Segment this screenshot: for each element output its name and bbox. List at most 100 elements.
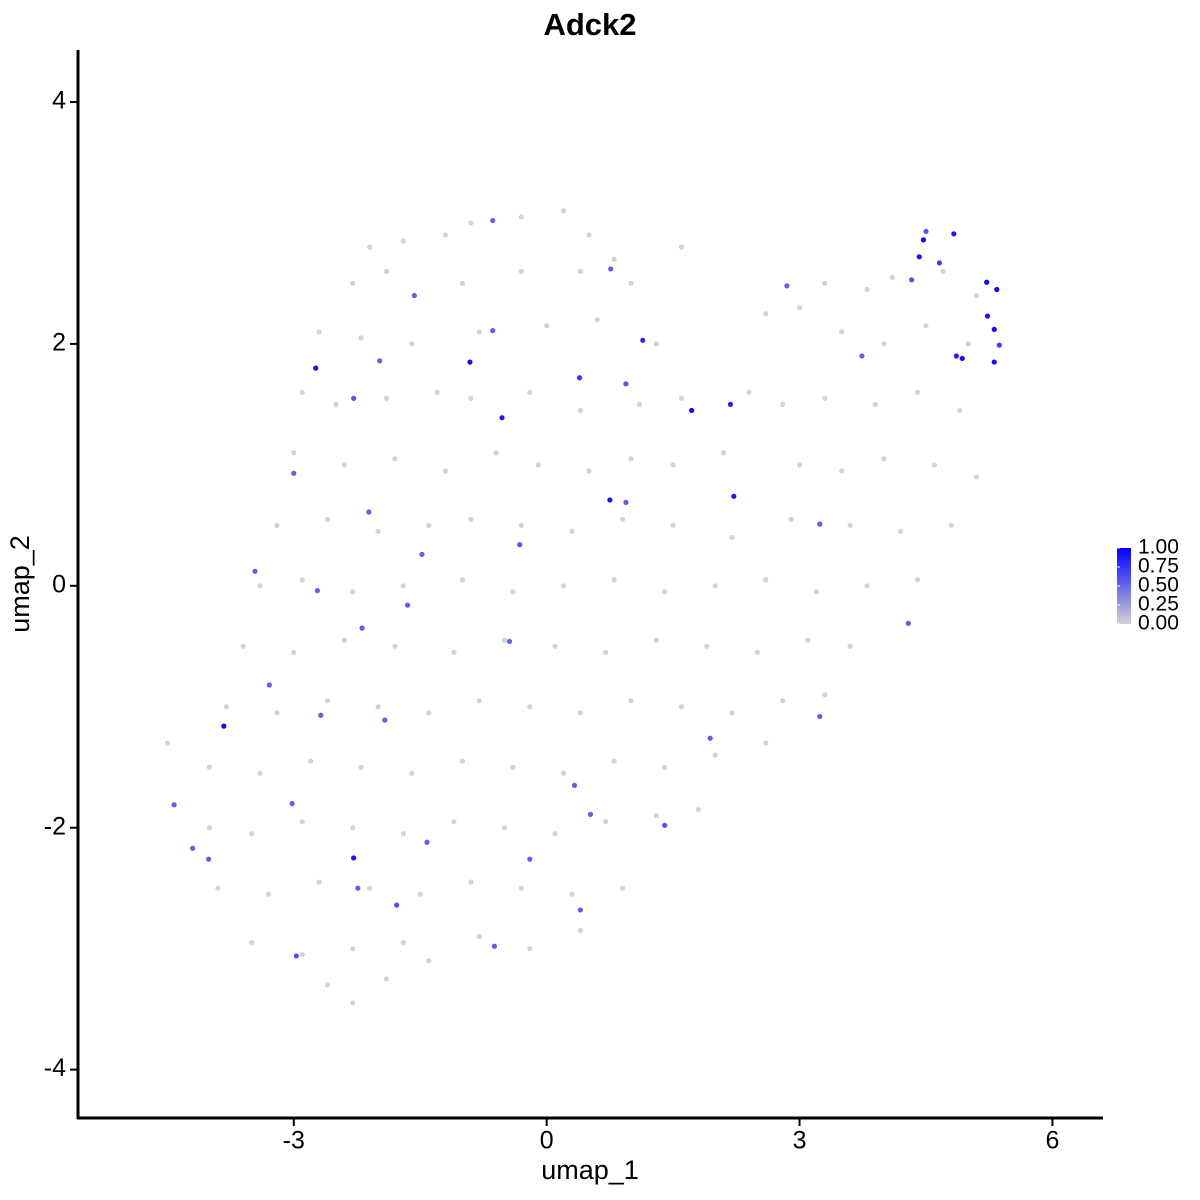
point [476,933,482,940]
point [535,462,541,468]
point [355,885,361,891]
point [442,232,449,238]
point [948,522,954,528]
point [704,643,710,649]
point [341,462,347,468]
point [394,902,400,908]
point [576,375,583,381]
point [822,692,828,698]
point [527,946,533,952]
point [662,589,668,595]
x-tick-label: 6 [1045,1127,1059,1155]
point [784,283,790,289]
point [291,649,297,655]
point [796,462,803,468]
point [350,280,356,287]
point [400,940,406,946]
point [653,637,659,643]
point [400,583,406,589]
point [468,516,474,522]
point [392,456,398,462]
point [881,456,887,462]
point [984,279,990,285]
point [451,819,457,825]
point [351,855,357,861]
point [252,568,258,574]
point [291,450,297,456]
point [712,583,718,589]
point [872,401,879,407]
point [920,237,927,243]
point [249,940,255,946]
point [560,770,567,776]
point [544,323,550,329]
point [847,643,853,649]
point [171,802,177,808]
point [788,516,794,522]
colorbar-tick-label: 0.00 [1138,612,1179,635]
point [499,415,505,421]
point [859,353,865,359]
point [459,758,465,764]
point [586,232,592,238]
colorbar-tick-label: 1.00 [1138,536,1179,559]
point [333,401,339,407]
point [909,277,915,283]
point [383,976,390,982]
point [623,499,629,505]
point [257,770,263,776]
point [670,522,676,528]
point [375,704,381,710]
point [350,946,356,952]
point [729,710,735,716]
point [905,620,911,626]
point [289,800,295,807]
point [291,470,297,476]
point [518,522,524,528]
point [805,637,811,643]
point [517,542,523,548]
point [383,395,390,401]
colorbar-tick-label: 0.25 [1138,593,1179,616]
point [611,758,617,764]
point [951,231,957,237]
point [468,220,474,226]
point [249,831,255,837]
point [316,879,322,885]
colorbar-tick-label: 0.75 [1138,555,1179,578]
point [299,952,305,958]
point [577,710,583,716]
point [817,521,823,527]
point [603,819,609,825]
point [712,752,718,758]
point [313,365,319,371]
y-tick-label: 4 [52,87,66,115]
point [350,1000,356,1006]
point [957,407,963,414]
point [459,577,465,583]
point [889,274,895,280]
point [383,268,390,274]
point [973,474,980,480]
point [796,305,803,311]
point [506,638,513,645]
point [953,353,959,359]
point [308,758,314,764]
point [426,710,432,716]
point [221,723,227,729]
point [695,806,701,813]
point [274,522,280,528]
point [382,717,388,723]
point [266,682,272,688]
point [653,813,659,819]
point [628,456,634,462]
point [940,268,946,274]
point [571,782,578,788]
y-axis-label: umap_2 [5,535,35,633]
point [577,268,583,274]
point [780,698,786,704]
point [923,323,929,329]
point [560,208,567,214]
point [518,885,524,891]
